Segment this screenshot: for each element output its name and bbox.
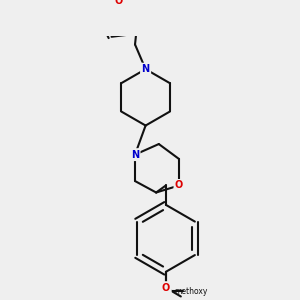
Text: N: N [131, 150, 139, 160]
Text: N: N [142, 64, 150, 74]
Text: O: O [162, 286, 170, 296]
Text: O: O [114, 0, 123, 6]
Text: methoxy: methoxy [174, 287, 207, 296]
Text: O: O [162, 283, 170, 293]
Text: O: O [175, 181, 183, 190]
